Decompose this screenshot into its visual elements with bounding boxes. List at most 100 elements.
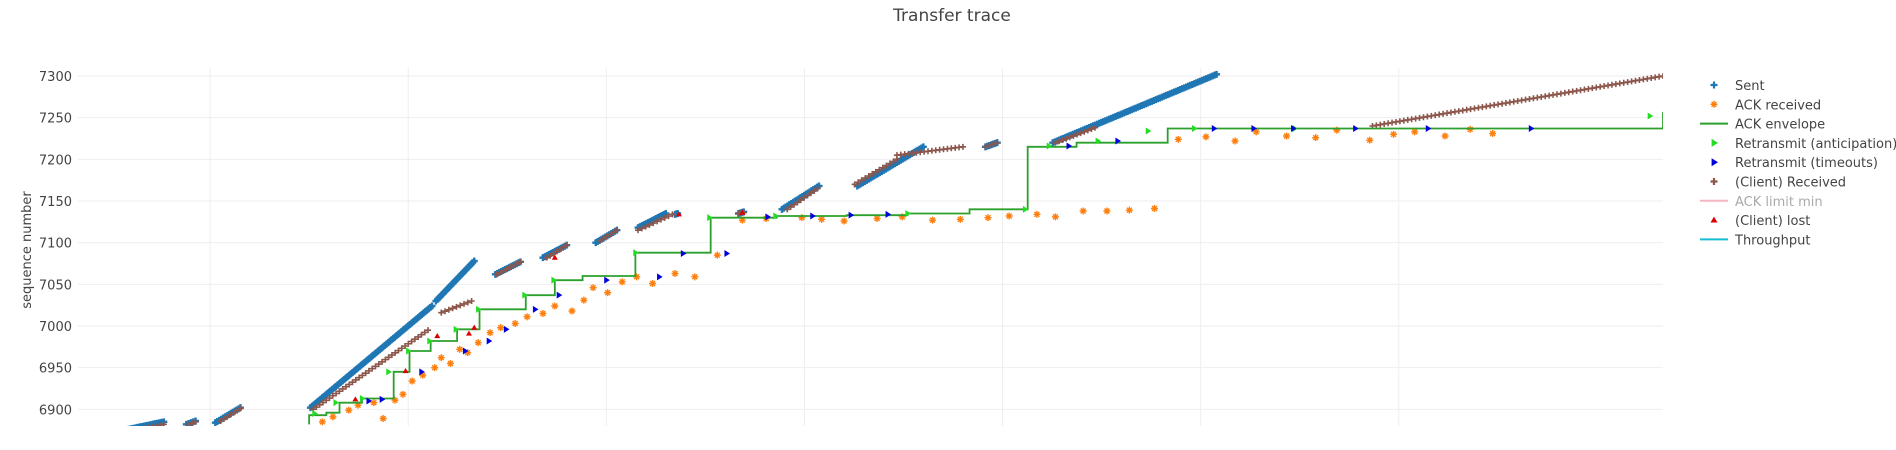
retransmit-anticipation-point	[406, 347, 412, 355]
retransmit-anticipation-point	[1647, 112, 1654, 120]
client-received-point	[418, 331, 425, 338]
client-received-point	[185, 421, 192, 426]
ack-received-point	[873, 215, 881, 222]
plot-area[interactable]	[121, 70, 1666, 435]
client-received-point	[385, 354, 392, 361]
retransmit-timeout-point	[657, 273, 663, 281]
client-lost-point	[675, 211, 682, 217]
retransmit-anticipation-point	[707, 214, 713, 222]
client-received-point	[365, 367, 372, 374]
ack-received-point	[391, 396, 399, 404]
client-received-point	[661, 214, 668, 221]
client-received-point	[333, 390, 340, 397]
legend-item: ACK envelope	[1700, 118, 1825, 133]
legend-label: (Client) lost	[1735, 214, 1810, 229]
retransmit-timeout-point	[604, 276, 610, 284]
legend-item: Retransmit (anticipation)	[1711, 137, 1896, 152]
client-received-point	[610, 229, 617, 236]
client-received-point	[879, 164, 886, 171]
retransmit-timeout-point	[419, 368, 425, 376]
client-received-point	[438, 309, 445, 316]
client-received-point	[811, 187, 818, 194]
ack-received-point	[408, 377, 416, 385]
client-received-point	[1077, 130, 1084, 137]
ack-received-point	[446, 360, 454, 367]
ack-received-point	[345, 406, 353, 414]
retransmit-timeout-point	[556, 291, 563, 299]
client-received-point	[550, 250, 557, 257]
client-received-point	[514, 260, 521, 267]
client-received-point	[547, 252, 554, 259]
client-received-point	[613, 227, 620, 234]
ack-received-point	[1005, 212, 1013, 220]
client-received-point	[160, 421, 167, 426]
client-received-point	[230, 409, 237, 416]
legend-label: Sent	[1735, 79, 1765, 94]
retransmit-anticipation-point	[1022, 205, 1029, 213]
y-tick-label: 6900	[39, 403, 72, 418]
client-received-point	[405, 340, 412, 347]
sent-point	[134, 424, 137, 426]
legend-label: ACK envelope	[1735, 118, 1825, 133]
client-received-point	[635, 227, 642, 234]
client-received-point	[872, 168, 879, 175]
client-received-point	[1092, 124, 1099, 131]
ack-received-point	[691, 273, 699, 281]
legend-symbol	[1710, 81, 1718, 89]
retransmit-timeout-point	[810, 212, 816, 220]
ack-received-point	[511, 320, 519, 327]
client-received-point	[349, 379, 356, 386]
y-tick-label: 7200	[39, 153, 72, 168]
legend-item: (Client) lost	[1710, 214, 1810, 229]
client-received-point	[883, 162, 890, 169]
client-received-point	[886, 160, 893, 167]
client-received-point	[313, 404, 320, 411]
client-received-point	[425, 327, 432, 334]
client-received-point	[421, 329, 428, 336]
client-received-point	[503, 265, 510, 272]
ack-received-point	[1231, 137, 1239, 145]
sent-point	[131, 424, 135, 426]
client-received-point	[189, 420, 196, 426]
legend-item: Retransmit (timeouts)	[1711, 156, 1878, 171]
client-received-point	[553, 248, 560, 255]
ack-received-point	[523, 313, 531, 321]
client-received-point	[959, 143, 966, 150]
retransmit-timeout-point	[462, 347, 469, 355]
client-received-point	[787, 204, 794, 211]
client-received-point	[319, 399, 326, 406]
client-received-point	[1074, 131, 1081, 138]
client-received-point	[375, 361, 382, 368]
client-received-point	[603, 233, 610, 240]
client-received-point	[359, 372, 366, 379]
retransmit-anticipation-point	[551, 276, 557, 284]
client-received-point	[794, 199, 801, 206]
sent-point	[428, 302, 436, 310]
ack-received-point	[713, 251, 721, 259]
client-received-point	[1081, 128, 1088, 135]
client-received-point	[665, 213, 672, 220]
ack-received-point	[589, 284, 597, 292]
ack-received-point	[1079, 207, 1087, 215]
ack-received-point	[984, 214, 992, 222]
sent-point	[1213, 70, 1221, 78]
ack-received-point	[956, 215, 964, 223]
legend-label: ACK received	[1735, 98, 1821, 113]
y-tick-label: 7050	[39, 278, 72, 293]
retransmit-timeout-point	[1211, 125, 1218, 132]
client-lost-point	[352, 396, 359, 402]
legend-symbol	[1710, 100, 1718, 108]
client-received-point	[646, 221, 653, 228]
client-received-point	[1052, 139, 1059, 146]
client-received-point	[876, 166, 883, 173]
y-tick-label: 7250	[39, 112, 72, 127]
client-received-point	[342, 383, 349, 390]
legend-symbol	[1710, 216, 1718, 223]
ack-received-point	[1202, 133, 1210, 141]
retransmit-anticipation-point	[905, 210, 911, 217]
legend-item: (Client) Received	[1710, 176, 1846, 191]
ack-received-point	[1283, 132, 1291, 140]
retransmit-anticipation-point	[633, 249, 639, 257]
ack-received-point	[379, 415, 387, 422]
client-received-point	[855, 179, 862, 186]
